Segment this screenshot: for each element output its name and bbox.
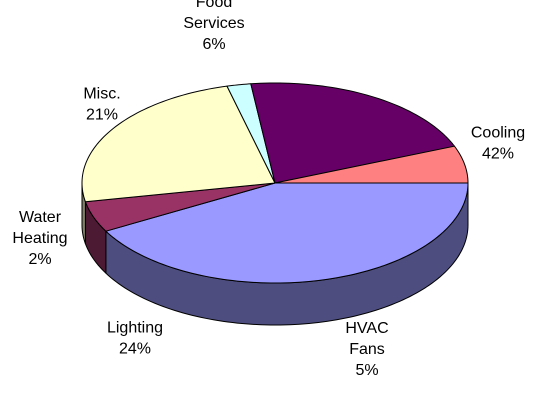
pie-slice-water-heating	[226, 83, 276, 184]
slice-percent-misc: 21%	[86, 107, 118, 124]
slice-label-lighting: Lighting 24%	[107, 320, 163, 358]
pie-slices	[81, 82, 469, 284]
pie-slice-hvac-fans	[84, 182, 276, 232]
slice-percent-lighting: 24%	[119, 341, 151, 358]
slice-percent-water-heating: 2%	[28, 251, 51, 268]
slice-name-lighting: Lighting	[107, 320, 163, 337]
slice-label-food-services: Food Services 6%	[183, 0, 244, 53]
slice-label-cooling: Cooling 42%	[471, 125, 525, 163]
slice-name-hvac-fans: HVAC	[345, 320, 388, 337]
slice-labels: Cooling 42% HVAC Fans 5% Lighting 24% Water Heat…	[12, 0, 525, 379]
pie-slice-cooling	[105, 182, 469, 284]
slice-name-misc: Misc.	[83, 86, 120, 103]
slice-label-water-heating: Water Heating 2%	[12, 209, 67, 268]
slice-name-food-services: Services	[183, 15, 244, 32]
pie-slice-food-services	[274, 145, 469, 184]
pie-slice-lighting	[81, 85, 276, 203]
slice-percent-hvac-fans: 5%	[355, 362, 378, 379]
slice-label-misc: Misc. 21%	[83, 86, 120, 124]
slice-name-water-heating: Water	[19, 209, 62, 226]
slice-percent-cooling: 42%	[482, 146, 514, 163]
slice-name-cooling: Cooling	[471, 125, 525, 142]
pie-slice-misc	[250, 82, 455, 184]
slice-percent-food-services: 6%	[202, 36, 225, 53]
slice-name-food-services: Food	[196, 0, 232, 11]
slice-name-water-heating: Heating	[12, 230, 67, 247]
slice-label-hvac-fans: HVAC Fans 5%	[345, 320, 388, 379]
slice-name-hvac-fans: Fans	[349, 341, 385, 358]
